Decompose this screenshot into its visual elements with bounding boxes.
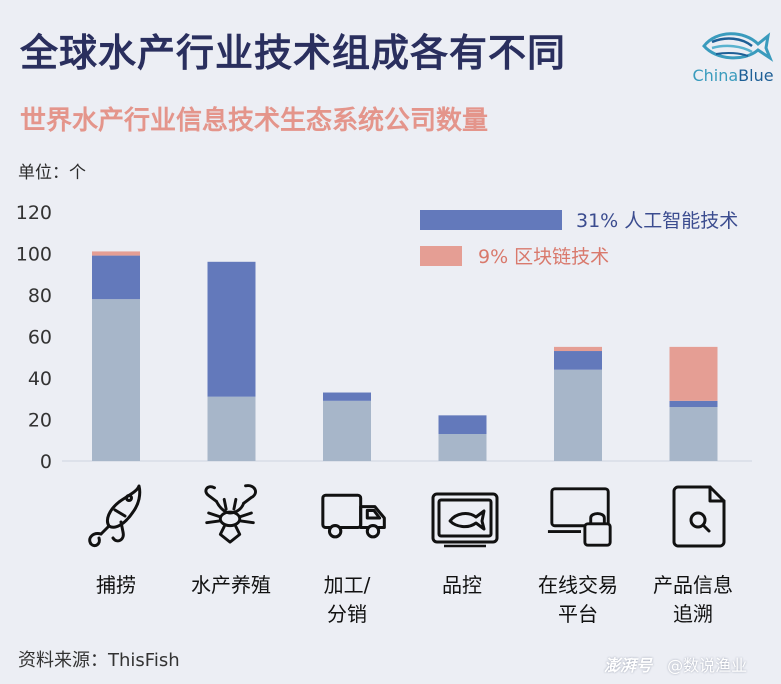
laptop-lock-icon	[547, 487, 612, 547]
y-tick-label: 0	[40, 451, 52, 473]
bar-segment-ai	[323, 392, 371, 401]
chart-title: 全球水产行业技术组成各有不同	[20, 31, 567, 75]
legend-label-ai: 31% 人工智能技术	[576, 210, 738, 232]
logo-wordmark: ChinaBlue	[692, 66, 774, 85]
y-tick-label: 80	[28, 285, 52, 307]
legend-swatch-ai	[420, 210, 562, 230]
fish-inspection-screen-icon	[431, 492, 499, 548]
bar-segment-blockchain	[92, 251, 140, 256]
legend-label-blockchain: 9% 区块链技术	[478, 246, 609, 268]
fish-logo-icon	[702, 32, 774, 62]
y-tick-label: 60	[28, 327, 52, 349]
chart-subtitle: 世界水产行业信息技术生态系统公司数量	[20, 106, 489, 136]
category-label-traceability: 产品信息 追溯	[653, 573, 733, 626]
watermark: 澎湃号 @数说渔业	[604, 652, 747, 676]
delivery-truck-icon	[321, 493, 386, 539]
bar-segment-ai	[554, 351, 602, 370]
bar-segment-ai	[207, 261, 256, 397]
bar-segment-ai	[438, 415, 487, 435]
bar-segment-base	[207, 396, 256, 461]
bar-segment-base	[554, 369, 602, 461]
category-label-quality-control: 品控	[442, 573, 482, 597]
y-tick-label: 20	[28, 410, 52, 432]
legend-swatch-blockchain	[420, 246, 462, 266]
y-tick-label: 40	[28, 368, 52, 390]
bar-segment-blockchain	[554, 346, 602, 352]
y-tick-label: 100	[16, 244, 52, 266]
source-note: 资料来源：ThisFish	[18, 650, 180, 671]
watermark-account: @数说渔业	[667, 656, 748, 675]
bars-group	[92, 251, 718, 461]
chinablue-logo: ChinaBlue	[692, 26, 774, 88]
bar-segment-base	[323, 400, 371, 461]
bar-segment-base	[669, 407, 718, 461]
category-label-aquaculture: 水产养殖	[191, 573, 271, 597]
unit-label: 单位：个	[18, 163, 86, 183]
y-axis: 0 20 40 60 80 100 120	[16, 202, 52, 473]
bar-segment-ai	[92, 255, 140, 300]
bar-segment-base	[438, 434, 487, 461]
bar-segment-blockchain	[669, 346, 718, 401]
document-search-icon	[672, 485, 726, 548]
category-label-trading-platform: 在线交易 平台	[538, 573, 618, 626]
crayfish-icon	[204, 484, 257, 544]
bar-segment-base	[92, 299, 140, 461]
y-tick-label: 120	[16, 202, 52, 224]
category-label-processing: 加工/ 分销	[323, 573, 371, 626]
fishing-lure-icon	[88, 484, 142, 548]
legend: 31% 人工智能技术 9% 区块链技术	[420, 210, 738, 268]
category-label-fishing: 捕捞	[96, 573, 136, 597]
bar-segment-ai	[669, 400, 718, 408]
watermark-brand: 澎湃号	[604, 656, 653, 675]
